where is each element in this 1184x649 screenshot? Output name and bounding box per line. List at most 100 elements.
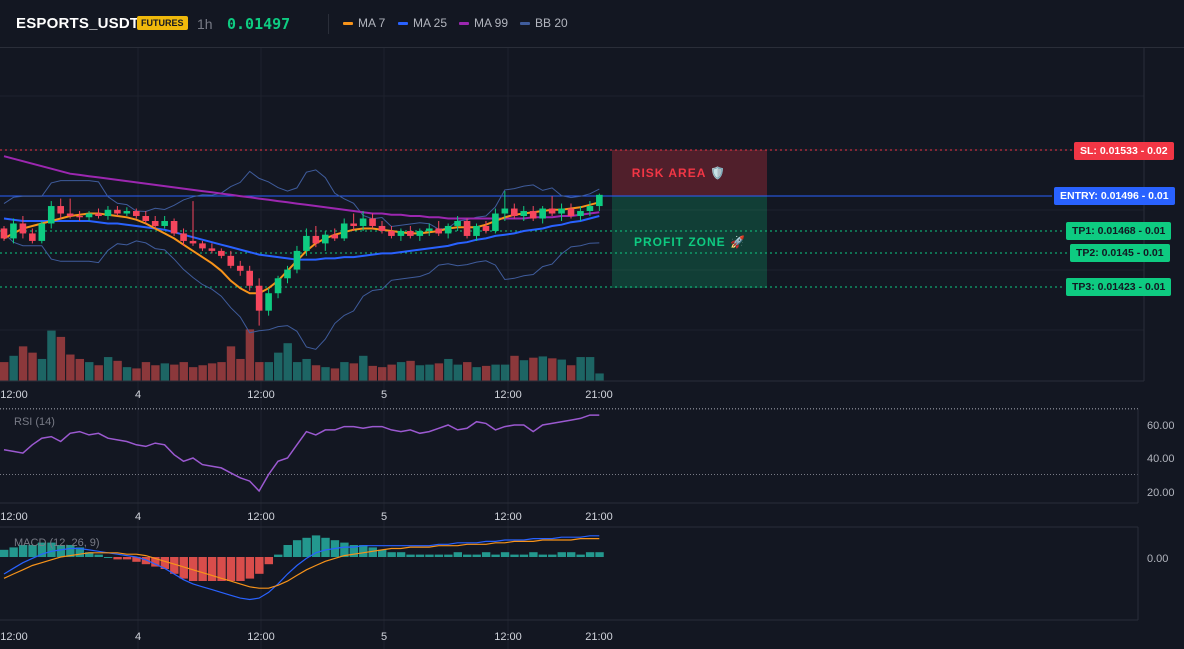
rsi-panel xyxy=(0,408,1138,493)
macd-hist-bar xyxy=(226,557,236,581)
candle-body xyxy=(218,250,225,256)
candle-body xyxy=(397,230,405,236)
candle-body xyxy=(407,230,414,236)
macd-hist-bar xyxy=(538,554,548,557)
time-tick: 21:00 xyxy=(585,511,613,523)
legend-bb20[interactable]: BB 20 xyxy=(520,16,568,30)
macd-hist-bar xyxy=(18,545,28,557)
time-tick: 12:00 xyxy=(0,631,28,643)
tp1-badge[interactable]: TP1: 0.01468 - 0.01 xyxy=(1066,222,1172,240)
tp3-badge[interactable]: TP3: 0.01423 - 0.01 xyxy=(1066,278,1172,296)
volume-bar xyxy=(160,363,170,381)
candle-body xyxy=(520,211,528,217)
candle-body xyxy=(38,223,46,241)
volume-bar xyxy=(217,362,226,381)
candle-body xyxy=(350,223,357,226)
macd-label: MACD (12, 26, 9) xyxy=(14,537,100,549)
macd-hist-bar xyxy=(453,552,462,557)
macd-hist-bar xyxy=(264,557,273,565)
time-tick: 5 xyxy=(381,631,387,643)
candle-body xyxy=(463,220,471,236)
macd-hist-bar xyxy=(378,549,387,557)
macd-hist-bar xyxy=(529,552,538,557)
macd-hist-bar xyxy=(255,557,264,574)
time-tick: 5 xyxy=(381,389,387,401)
macd-hist-bar xyxy=(113,557,122,560)
macd-hist-bar xyxy=(160,557,170,569)
candle-body xyxy=(577,211,584,217)
volume-bar xyxy=(548,358,557,381)
macd-hist-bar xyxy=(151,557,160,567)
legend-ma25[interactable]: MA 25 xyxy=(398,16,447,30)
volume-bar xyxy=(444,358,453,381)
candle-body xyxy=(388,230,395,236)
volume-bar xyxy=(245,329,255,381)
candle-body xyxy=(133,211,140,217)
bb20-swatch-icon xyxy=(520,21,530,25)
legend-label: MA 99 xyxy=(474,16,509,30)
time-tick: 12:00 xyxy=(247,511,275,523)
candle-body xyxy=(161,220,168,226)
candle-body xyxy=(416,230,424,236)
time-tick: 12:00 xyxy=(0,511,28,523)
macd-hist-bar xyxy=(548,554,557,557)
macd-hist-bar xyxy=(585,552,595,557)
candle-body xyxy=(114,209,121,214)
macd-hist-bar xyxy=(557,552,566,557)
time-tick: 4 xyxy=(135,389,141,401)
macd-hist-bar xyxy=(0,549,9,557)
macd-hist-bar xyxy=(425,554,434,557)
volume-bar xyxy=(340,362,349,381)
candle-body xyxy=(0,228,8,239)
candle-body xyxy=(208,248,216,251)
time-tick: 4 xyxy=(135,631,141,643)
volume-bar xyxy=(292,362,302,381)
candle-body xyxy=(331,234,339,239)
volume-bar xyxy=(387,364,396,381)
volume-bar xyxy=(75,358,84,381)
volume-bar xyxy=(510,355,519,381)
entry-badge[interactable]: ENTRY: 0.01496 - 0.01 xyxy=(1054,187,1175,205)
volume-bar xyxy=(538,356,548,381)
candle-body xyxy=(293,250,301,270)
timeframe-label[interactable]: 1h xyxy=(197,16,213,32)
legend-ma7[interactable]: MA 7 xyxy=(343,16,385,30)
candle-body xyxy=(95,213,102,217)
candle-body xyxy=(85,213,93,218)
volume-bar xyxy=(226,346,236,381)
sl-badge[interactable]: SL: 0.01533 - 0.02 xyxy=(1074,142,1174,160)
macd-hist-bar xyxy=(567,552,576,557)
volume-bar xyxy=(283,343,292,381)
volume-bar xyxy=(85,362,94,381)
volume-bar xyxy=(141,362,151,381)
candle-body xyxy=(435,228,442,234)
candle-body xyxy=(492,213,499,231)
macd-hist-bar xyxy=(434,554,444,557)
volume-bar xyxy=(18,346,28,381)
time-tick: 12:00 xyxy=(494,631,522,643)
macd-hist-bar xyxy=(47,542,56,557)
rsi-tick-60: 60.00 xyxy=(1147,420,1175,432)
macd-hist-bar xyxy=(519,554,529,557)
candle-body xyxy=(586,206,594,212)
volume-bar xyxy=(113,360,122,381)
legend-ma99[interactable]: MA 99 xyxy=(459,16,508,30)
macd-hist-bar xyxy=(510,554,519,557)
volume-bar xyxy=(472,367,481,381)
candle-body xyxy=(548,208,556,214)
symbol-name[interactable]: ESPORTS_USDT xyxy=(16,15,140,32)
time-tick: 21:00 xyxy=(585,389,613,401)
candle-body xyxy=(444,225,452,234)
volume-bar xyxy=(189,367,198,381)
volume-bar xyxy=(94,365,103,381)
tp2-badge[interactable]: TP2: 0.0145 - 0.01 xyxy=(1070,244,1170,262)
macd-hist-bar xyxy=(274,554,283,557)
volume-bar xyxy=(198,365,207,381)
rsi-tick-20: 20.00 xyxy=(1147,487,1175,499)
candle-body xyxy=(10,223,17,239)
macd-hist-bar xyxy=(340,542,349,557)
volume-bar xyxy=(557,359,566,381)
volume-bar xyxy=(207,363,217,381)
candle-body xyxy=(76,216,83,218)
